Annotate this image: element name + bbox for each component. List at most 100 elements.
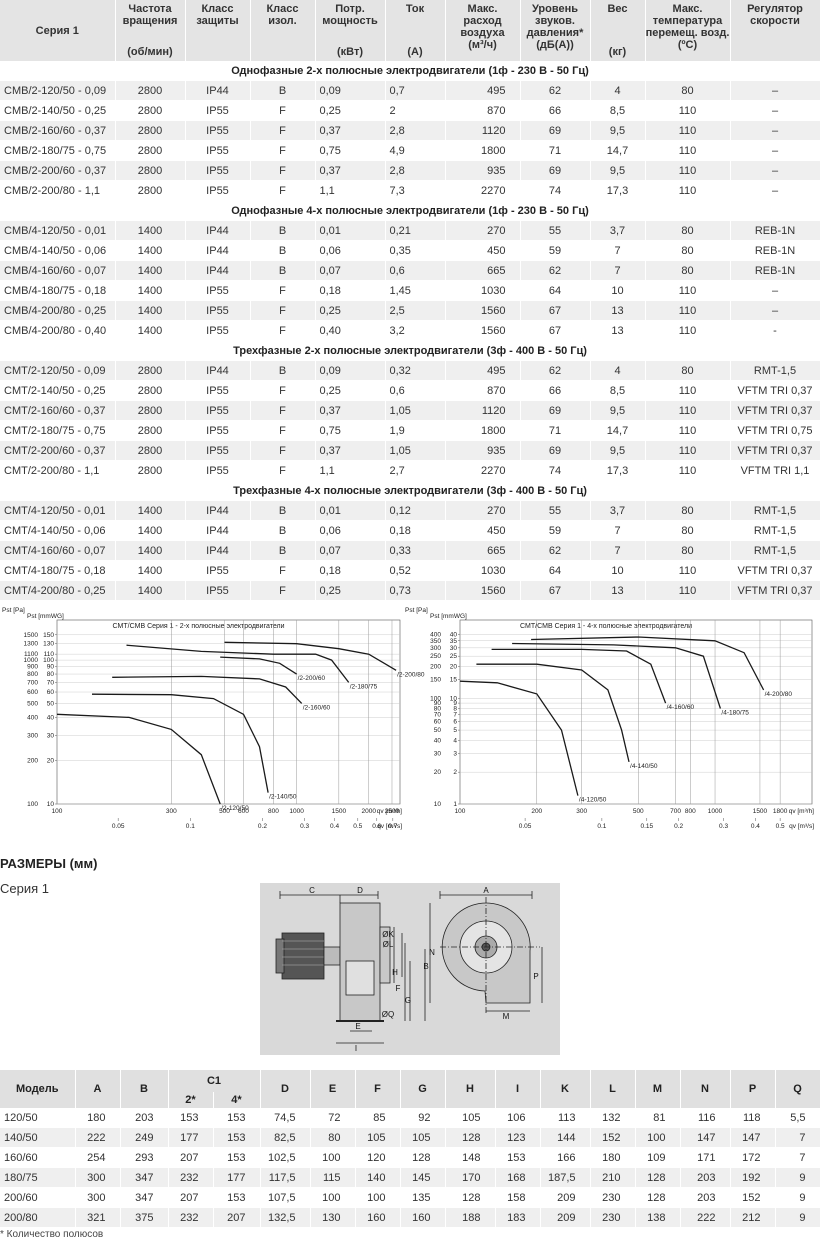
cell: –	[730, 280, 820, 301]
cell: 140/50	[0, 1127, 76, 1148]
cell: 80	[645, 220, 731, 241]
cell: CMB/4-140/50 - 0,06	[0, 240, 116, 261]
cell: 177	[213, 1167, 261, 1188]
diagram-label: ØK	[382, 930, 394, 939]
cell: 1400	[115, 240, 186, 261]
cell: 64	[520, 280, 591, 301]
cell: F	[250, 140, 316, 161]
cell: 2270	[445, 180, 521, 201]
header-row: Модель A B C1 D E F G H I K L M N P Q	[0, 1070, 820, 1108]
cell: 100	[310, 1187, 356, 1208]
cell: 0,18	[385, 520, 446, 541]
cell: IP55	[185, 180, 251, 201]
data-row: CMB/4-120/50 - 0,01 1400 IP44 B 0,01 0,21 270 5…	[0, 220, 820, 241]
header-cell: Потр. мощность (кВт)	[315, 0, 386, 61]
cell: 203	[120, 1108, 169, 1128]
cell: 115	[310, 1167, 356, 1188]
cell: 59	[520, 240, 591, 261]
cell: 8,5	[590, 100, 646, 121]
cell: F	[250, 580, 316, 601]
cell: 1,05	[385, 400, 446, 421]
y2-tick-label: 40	[450, 632, 458, 639]
cell: 0,75	[315, 420, 386, 441]
cell: 105	[355, 1127, 401, 1148]
y-tick-label: 300	[27, 732, 38, 739]
cell: 0,6	[385, 380, 446, 401]
cell: 232	[168, 1167, 214, 1188]
x2-tick-label: 0.7	[388, 823, 397, 830]
header-cell: M	[635, 1070, 681, 1108]
table-header: Модель A B C1 D E F G H I K L M N P Q 2* 4*	[0, 1070, 820, 1108]
cell: 80	[645, 500, 731, 521]
cell: CMB/4-180/75 - 0,18	[0, 280, 116, 301]
cell: 69	[520, 400, 591, 421]
cell: 0,06	[315, 240, 386, 261]
cell: 2800	[115, 440, 186, 461]
cell: 270	[445, 220, 521, 241]
header-line: Макс.	[467, 3, 498, 15]
y2-tick-label: 130	[43, 641, 54, 648]
cell: B	[250, 520, 316, 541]
cell: 110	[645, 300, 731, 321]
cell: 74	[520, 460, 591, 481]
cell: 9	[775, 1167, 820, 1188]
cell: 207	[168, 1147, 214, 1168]
cell: 293	[120, 1147, 169, 1168]
cell: RMT-1,5	[730, 540, 820, 561]
cell: F	[250, 300, 316, 321]
curve-label: /4-120/50	[579, 797, 607, 804]
cell: 0,07	[315, 540, 386, 561]
cell: 0,01	[315, 500, 386, 521]
diagram-label: B	[423, 962, 428, 971]
cell: 148	[445, 1147, 496, 1168]
cell: 92	[400, 1108, 446, 1128]
section-row: Однофазные 4-х полюсные электродвигатели…	[0, 200, 820, 221]
x-tick-label: 100	[52, 808, 63, 815]
cell: VFTM TRI 0,37	[730, 440, 820, 461]
cell: 0,7	[385, 80, 446, 101]
table-body: Однофазные 2-х полюсные электродвигатели…	[0, 61, 820, 601]
cell: 321	[75, 1207, 121, 1228]
cell: 209	[540, 1207, 591, 1228]
cell: 0,40	[315, 320, 386, 341]
cell: 3,2	[385, 320, 446, 341]
y-tick-label: 150	[430, 677, 441, 684]
header-line: защиты	[196, 15, 239, 27]
cell: 935	[445, 160, 521, 181]
cell: 2800	[115, 120, 186, 141]
x-tick-label: 600	[238, 808, 249, 815]
cell: –	[730, 140, 820, 161]
cell: 55	[520, 500, 591, 521]
data-row: 200/60 300 347 207 153 107,5 100 100 135 128 158 20…	[0, 1187, 820, 1208]
curve-label: /2-180/75	[350, 683, 378, 690]
y2-tick-label: 6	[453, 719, 457, 726]
cell: 2	[385, 100, 446, 121]
cell: 160/60	[0, 1147, 76, 1168]
y-tick-label: 90	[434, 700, 442, 707]
section-title: Однофазные 2-х полюсные электродвигатели…	[0, 61, 820, 81]
cell: IP44	[185, 520, 251, 541]
header-line: скорости	[750, 15, 800, 27]
cell: 495	[445, 360, 521, 381]
cell: IP44	[185, 500, 251, 521]
cell: 0,21	[385, 220, 446, 241]
cell: 935	[445, 440, 521, 461]
header-cell: Ток (A)	[385, 0, 446, 61]
cell: 110	[645, 440, 731, 461]
y-tick-label: 600	[27, 689, 38, 696]
cell: IP55	[185, 120, 251, 141]
cell: 67	[520, 580, 591, 601]
data-row: CMT/2-140/50 - 0,25 2800 IP55 F 0,25 0,6 870 66…	[0, 380, 820, 401]
header-line: Класс	[201, 3, 234, 15]
cell: 1120	[445, 400, 521, 421]
cell: 270	[445, 500, 521, 521]
dimensions-table: Модель A B C1 D E F G H I K L M N P Q 2* 4* 120/50 180 203 15…	[0, 1070, 820, 1228]
cell: 0,01	[315, 220, 386, 241]
header-unit: (кВт)	[336, 46, 364, 58]
cell: 222	[680, 1207, 731, 1228]
cell: IP55	[185, 300, 251, 321]
cell: 128	[445, 1127, 496, 1148]
cell: 200/80	[0, 1207, 76, 1228]
chart-title: CMT/CMB Серия 1 - 4-х полюсные электродв…	[520, 623, 692, 630]
cell: F	[250, 400, 316, 421]
